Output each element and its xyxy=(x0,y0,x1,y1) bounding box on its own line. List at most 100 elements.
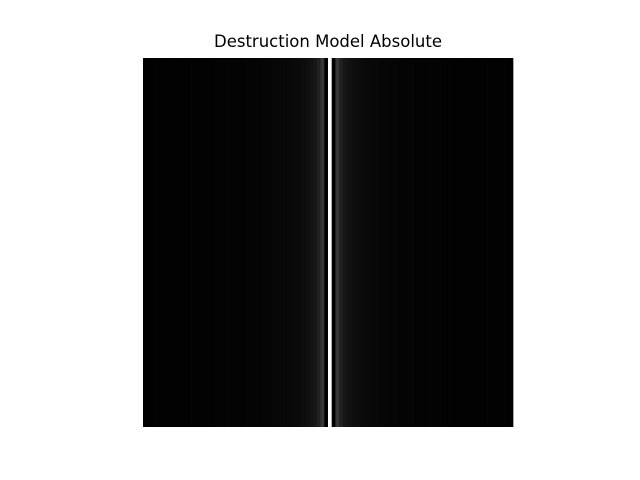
heatmap-column xyxy=(173,58,177,427)
heatmap-column xyxy=(387,58,391,427)
heatmap-column xyxy=(298,58,302,427)
heatmap-column xyxy=(332,58,336,427)
heatmap-column xyxy=(147,58,151,427)
heatmap-column xyxy=(458,58,462,427)
heatmap-column xyxy=(165,58,169,427)
heatmap-column xyxy=(258,58,262,427)
heatmap-column xyxy=(273,58,277,427)
heatmap-column xyxy=(162,58,166,427)
heatmap-column xyxy=(306,58,310,427)
heatmap-column xyxy=(469,58,473,427)
heatmap-column xyxy=(221,58,225,427)
heatmap-column xyxy=(195,58,199,427)
heatmap-column xyxy=(199,58,203,427)
heatmap-column xyxy=(495,58,499,427)
heatmap-column xyxy=(313,58,317,427)
heatmap-column xyxy=(291,58,295,427)
heatmap-column xyxy=(236,58,240,427)
heatmap-column xyxy=(450,58,454,427)
heatmap-column xyxy=(509,58,513,427)
heatmap-column xyxy=(143,58,147,427)
heatmap-column xyxy=(498,58,502,427)
heatmap-column xyxy=(317,58,321,427)
heatmap-column xyxy=(150,58,154,427)
heatmap-column xyxy=(310,58,314,427)
heatmap-cells xyxy=(143,58,513,427)
heatmap-column xyxy=(154,58,158,427)
heatmap-column xyxy=(402,58,406,427)
heatmap-column xyxy=(187,58,191,427)
heatmap-column xyxy=(380,58,384,427)
heatmap-column xyxy=(491,58,495,427)
heatmap-column xyxy=(372,58,376,427)
heatmap-column xyxy=(409,58,413,427)
heatmap-column xyxy=(361,58,365,427)
heatmap-column xyxy=(358,58,362,427)
heatmap-column xyxy=(432,58,436,427)
heatmap-column xyxy=(213,58,217,427)
heatmap-column xyxy=(243,58,247,427)
heatmap-column xyxy=(406,58,410,427)
heatmap-column xyxy=(506,58,510,427)
heatmap-column xyxy=(276,58,280,427)
heatmap-column xyxy=(439,58,443,427)
heatmap-column xyxy=(302,58,306,427)
heatmap-column xyxy=(395,58,399,427)
heatmap-column xyxy=(443,58,447,427)
heatmap-column xyxy=(176,58,180,427)
heatmap-column xyxy=(465,58,469,427)
heatmap-column xyxy=(435,58,439,427)
heatmap-column xyxy=(335,58,339,427)
heatmap-column xyxy=(265,58,269,427)
heatmap-column xyxy=(321,58,325,427)
heatmap-column xyxy=(169,58,173,427)
heatmap-column xyxy=(347,58,351,427)
heatmap-column xyxy=(224,58,228,427)
heatmap-column xyxy=(287,58,291,427)
heatmap-column xyxy=(365,58,369,427)
heatmap-column xyxy=(232,58,236,427)
heatmap-column xyxy=(476,58,480,427)
heatmap-column xyxy=(424,58,428,427)
heatmap-column xyxy=(398,58,402,427)
heatmap-column xyxy=(210,58,214,427)
heatmap-column xyxy=(413,58,417,427)
heatmap-column xyxy=(343,58,347,427)
heatmap-column xyxy=(472,58,476,427)
heatmap-column xyxy=(324,58,328,427)
heatmap-column xyxy=(239,58,243,427)
heatmap-column xyxy=(254,58,258,427)
heatmap-column xyxy=(487,58,491,427)
heatmap-column xyxy=(206,58,210,427)
heatmap-column xyxy=(217,58,221,427)
heatmap-column xyxy=(354,58,358,427)
heatmap-column xyxy=(184,58,188,427)
heatmap-column xyxy=(261,58,265,427)
heatmap-column xyxy=(339,58,343,427)
heatmap-column xyxy=(180,58,184,427)
heatmap-column xyxy=(295,58,299,427)
heatmap-column xyxy=(461,58,465,427)
heatmap-column xyxy=(202,58,206,427)
heatmap-column xyxy=(280,58,284,427)
heatmap-column xyxy=(417,58,421,427)
heatmap-column xyxy=(328,58,332,427)
heatmap-column xyxy=(228,58,232,427)
heatmap-column xyxy=(483,58,487,427)
heatmap-column xyxy=(384,58,388,427)
heatmap-column xyxy=(376,58,380,427)
heatmap-column xyxy=(350,58,354,427)
heatmap-column xyxy=(454,58,458,427)
heatmap-column xyxy=(391,58,395,427)
heatmap-column xyxy=(250,58,254,427)
heatmap-column xyxy=(158,58,162,427)
heatmap-column xyxy=(269,58,273,427)
heatmap-column xyxy=(446,58,450,427)
heatmap-column xyxy=(191,58,195,427)
heatmap-column xyxy=(247,58,251,427)
heatmap-column xyxy=(284,58,288,427)
heatmap-column xyxy=(428,58,432,427)
heatmap-column xyxy=(502,58,506,427)
